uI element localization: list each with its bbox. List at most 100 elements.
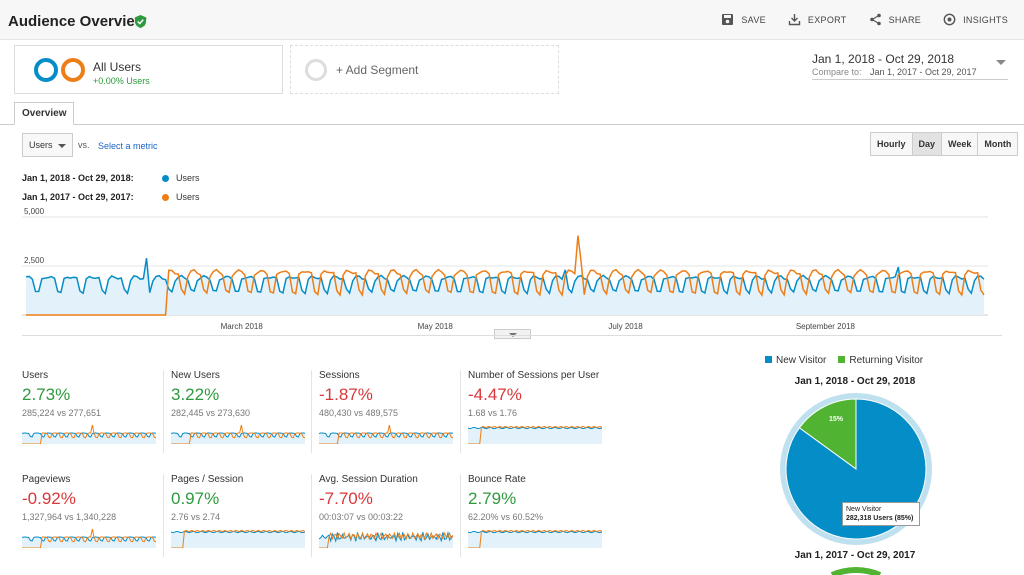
tooltip-value: 282,318 Users (85%) bbox=[846, 515, 914, 522]
spark-line-current bbox=[22, 536, 156, 542]
share-label: SHARE bbox=[888, 14, 922, 25]
metric-compare: 62.20% vs 60.52% bbox=[468, 512, 544, 522]
card-divider bbox=[163, 370, 164, 453]
metric-label: Number of Sessions per User bbox=[468, 370, 600, 381]
metric-change: -4.47% bbox=[468, 385, 522, 404]
tab-overview[interactable]: Overview bbox=[14, 102, 75, 125]
spark-line-current bbox=[171, 432, 305, 438]
metric-sparkline bbox=[22, 528, 156, 548]
metric-compare: 1,327,964 vs 1,340,228 bbox=[22, 512, 117, 522]
share-button[interactable]: SHARE bbox=[869, 13, 922, 26]
metric-compare: 480,430 vs 489,575 bbox=[319, 408, 399, 418]
chevron-down-icon bbox=[58, 144, 66, 148]
top-bar: Audience Overview SAVE EXPORT SHARE INSI… bbox=[0, 0, 1024, 40]
metric-card-sessions[interactable]: Sessions -1.87% 480,430 vs 489,575 bbox=[311, 370, 456, 455]
segment-name: All Users bbox=[93, 60, 142, 74]
select-metric-link[interactable]: Select a metric bbox=[98, 141, 158, 151]
card-divider bbox=[311, 370, 312, 453]
metric-compare: 2.76 vs 2.74 bbox=[171, 512, 221, 522]
page-title: Audience Overview bbox=[8, 13, 147, 30]
legend-series: Users bbox=[176, 192, 200, 202]
date-range-picker[interactable]: Jan 1, 2018 - Oct 29, 2018 Compare to: J… bbox=[812, 50, 1008, 80]
granularity-toggle: Hourly Day Week Month bbox=[870, 132, 1019, 156]
card-body: Sessions -1.87% 480,430 vs 489,575 bbox=[319, 370, 459, 455]
week-button[interactable]: Week bbox=[941, 133, 978, 155]
pie-title-current: Jan 1, 2018 - Oct 29, 2018 bbox=[794, 376, 916, 387]
collapse-chart-button[interactable] bbox=[494, 329, 531, 339]
metric-label: Avg. Session Duration bbox=[319, 474, 418, 485]
card-body: Pages / Session 0.97% 2.76 vs 2.74 bbox=[171, 474, 311, 559]
spark-area bbox=[468, 531, 602, 548]
month-button[interactable]: Month bbox=[977, 133, 1018, 155]
metric-sparkline bbox=[171, 529, 305, 548]
x-tick-label: July 2018 bbox=[608, 322, 643, 331]
tab-divider bbox=[0, 124, 1024, 125]
series-line-previous bbox=[26, 235, 985, 316]
metric-change: 2.73% bbox=[22, 385, 71, 404]
series-area-current bbox=[26, 258, 984, 315]
save-icon bbox=[722, 14, 734, 25]
date-compare-range: Jan 1, 2017 - Oct 29, 2017 bbox=[870, 67, 977, 77]
spark-line-previous bbox=[468, 425, 602, 444]
legend-label: New Visitor bbox=[776, 355, 827, 366]
metric-change: 2.79% bbox=[468, 489, 517, 508]
spark-area bbox=[468, 427, 602, 444]
card-body: Bounce Rate 2.79% 62.20% vs 60.52% bbox=[468, 474, 613, 559]
legend-square-icon bbox=[765, 356, 772, 363]
metric-card-sessions-per-user[interactable]: Number of Sessions per User -4.47% 1.68 … bbox=[460, 370, 605, 455]
metric-select-value: Users bbox=[29, 140, 53, 150]
metric-card-pageviews[interactable]: Pageviews -0.92% 1,327,964 vs 1,340,228 bbox=[22, 474, 167, 559]
metric-change: -0.92% bbox=[22, 489, 76, 508]
legend-label: Returning Visitor bbox=[849, 355, 924, 366]
metric-change: 0.97% bbox=[171, 489, 220, 508]
y-tick-label: 2,500 bbox=[24, 256, 45, 265]
segment-percent: +0.00% Users bbox=[93, 76, 150, 86]
metric-card-new-users[interactable]: New Users 3.22% 282,445 vs 273,630 bbox=[163, 370, 308, 455]
pie-legend-new-visitor[interactable]: New Visitor bbox=[765, 355, 826, 366]
metric-change: 3.22% bbox=[171, 385, 220, 404]
pie-legend-returning-visitor[interactable]: Returning Visitor bbox=[838, 355, 923, 366]
save-button[interactable]: SAVE bbox=[721, 13, 766, 26]
metric-compare: 1.68 vs 1.76 bbox=[468, 408, 518, 418]
pie-slice[interactable] bbox=[798, 398, 857, 470]
insights-button[interactable]: INSIGHTS bbox=[943, 13, 1008, 26]
day-button[interactable]: Day bbox=[911, 133, 942, 155]
vs-label: vs. bbox=[78, 140, 90, 150]
metric-card-avg-session-duration[interactable]: Avg. Session Duration -7.70% 00:03:07 vs… bbox=[311, 474, 456, 559]
legend-range: Jan 1, 2017 - Oct 29, 2017: bbox=[22, 192, 134, 202]
export-button[interactable]: EXPORT bbox=[788, 13, 847, 26]
chevron-down-icon bbox=[996, 60, 1006, 65]
spark-line-current bbox=[319, 432, 453, 438]
card-divider bbox=[311, 474, 312, 557]
metric-select[interactable]: Users bbox=[22, 133, 73, 157]
export-icon bbox=[788, 14, 801, 26]
pie-slice-label: 15% bbox=[829, 416, 844, 423]
metric-card-users[interactable]: Users 2.73% 285,224 vs 277,651 bbox=[22, 370, 167, 455]
metric-sparkline bbox=[468, 425, 602, 444]
hourly-button[interactable]: Hourly bbox=[871, 133, 912, 155]
metric-label: Sessions bbox=[319, 370, 360, 381]
add-segment-button[interactable]: + Add Segment bbox=[290, 45, 559, 94]
spark-line-previous bbox=[171, 424, 305, 444]
segment-all-users[interactable]: All Users +0.00% Users bbox=[14, 45, 283, 94]
pie-legend: New Visitor Returning Visitor bbox=[765, 355, 923, 366]
save-label: SAVE bbox=[741, 14, 766, 25]
metric-card-pages-per-session[interactable]: Pages / Session 0.97% 2.76 vs 2.74 bbox=[163, 474, 308, 559]
export-label: EXPORT bbox=[807, 14, 847, 25]
spark-line-current bbox=[22, 432, 156, 438]
spark-area bbox=[171, 433, 305, 444]
metric-label: Bounce Rate bbox=[468, 474, 526, 485]
metric-label: New Users bbox=[171, 370, 220, 381]
metric-card-bounce-rate[interactable]: Bounce Rate 2.79% 62.20% vs 60.52% bbox=[460, 474, 605, 559]
verified-shield-icon bbox=[134, 15, 147, 28]
card-divider bbox=[460, 474, 461, 557]
metric-label: Pageviews bbox=[22, 474, 71, 485]
spark-line-previous bbox=[468, 529, 602, 548]
spark-line-previous bbox=[22, 424, 156, 444]
visitor-type-pie-chart-previous bbox=[830, 566, 882, 575]
metric-sparkline bbox=[319, 530, 453, 548]
card-divider bbox=[163, 474, 164, 557]
legend-previous: Jan 1, 2017 - Oct 29, 2017: Users bbox=[22, 192, 200, 202]
spark-line-previous bbox=[319, 531, 453, 548]
share-icon bbox=[869, 13, 881, 26]
